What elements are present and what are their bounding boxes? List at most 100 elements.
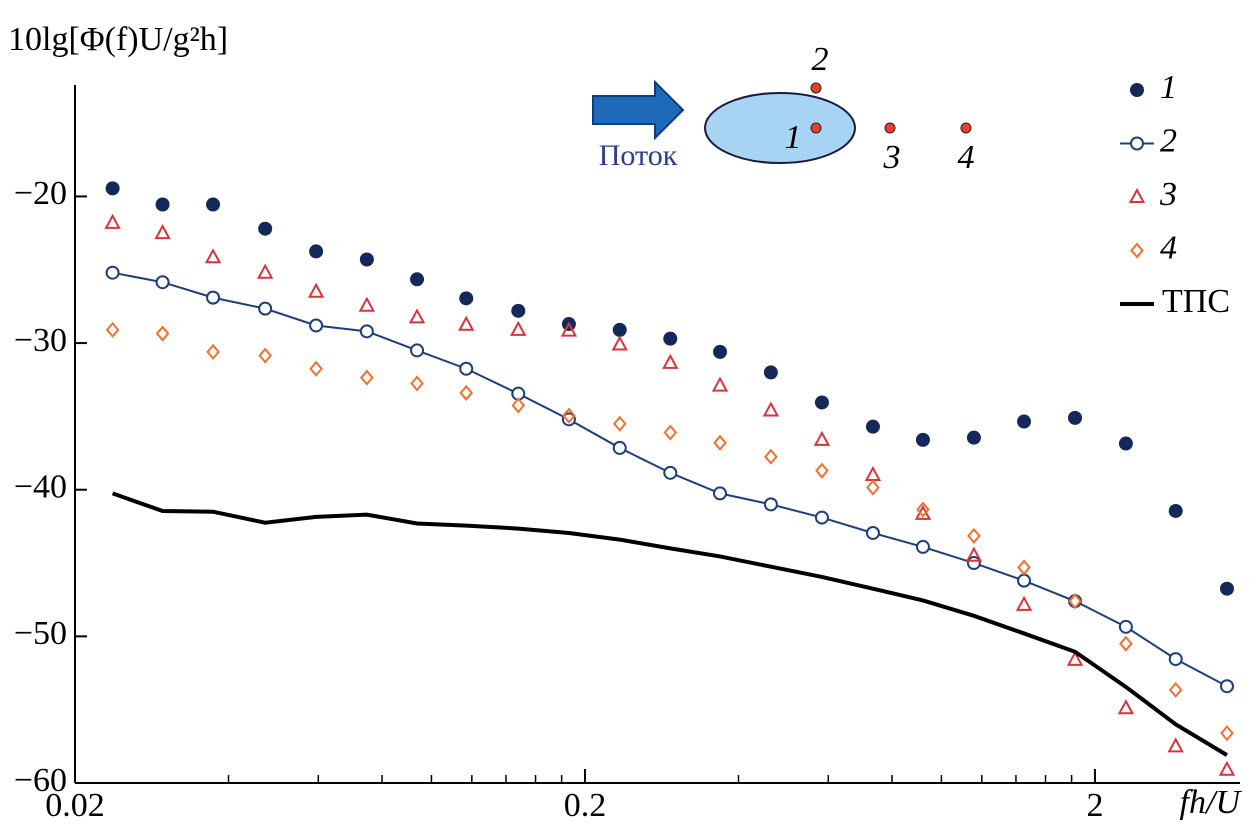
- point: [713, 434, 727, 451]
- point: [1167, 737, 1184, 753]
- point: [459, 291, 474, 306]
- point: [408, 308, 426, 324]
- point: [916, 501, 930, 518]
- x-tick-label: 0.02: [45, 787, 105, 824]
- point: [309, 318, 324, 333]
- point: [258, 301, 273, 316]
- point: [155, 197, 170, 212]
- point: [155, 325, 170, 342]
- point: [204, 248, 222, 264]
- point: [763, 365, 778, 380]
- point: [1219, 679, 1234, 694]
- point: [611, 335, 628, 351]
- point: [359, 324, 374, 339]
- point: [1118, 436, 1133, 451]
- point: [1220, 725, 1234, 742]
- x-tick-label: 2: [1086, 787, 1103, 824]
- y-tick-label: −50: [14, 615, 67, 652]
- point: [813, 430, 831, 446]
- point: [1168, 503, 1183, 518]
- point: [1117, 699, 1135, 715]
- point: [307, 282, 325, 298]
- point: [1168, 652, 1183, 667]
- point: [1119, 635, 1133, 652]
- y-tick-label: −60: [14, 762, 67, 799]
- point: [105, 265, 120, 280]
- point: [663, 424, 678, 441]
- point: [206, 197, 221, 212]
- point: [105, 181, 120, 196]
- point: [1017, 559, 1031, 576]
- inset: Поток 1 2 3 4: [592, 41, 975, 176]
- point: [309, 244, 324, 259]
- legend-label: 1: [1160, 69, 1177, 106]
- point: [410, 343, 425, 358]
- probe-label: 2: [812, 41, 829, 78]
- point: [561, 412, 576, 427]
- point: [1219, 581, 1234, 596]
- point: [1218, 760, 1236, 776]
- point: [965, 546, 983, 562]
- point: [154, 224, 171, 240]
- point: [1017, 414, 1032, 429]
- probe: [810, 82, 822, 94]
- point: [258, 347, 272, 364]
- point: [510, 320, 527, 336]
- point: [612, 415, 627, 432]
- point: [967, 527, 981, 544]
- point: [155, 275, 170, 290]
- x-tick-label: 0.2: [564, 787, 607, 824]
- point: [662, 353, 679, 369]
- y-tick-label: −40: [14, 469, 67, 506]
- probe-label: 3: [883, 139, 901, 176]
- body-ellipse: [704, 92, 856, 164]
- probe: [960, 122, 972, 134]
- point: [814, 510, 829, 525]
- point: [713, 344, 728, 359]
- point: [309, 360, 323, 377]
- point: [663, 331, 678, 346]
- point: [815, 462, 829, 479]
- point: [459, 361, 474, 376]
- point: [1068, 593, 1082, 610]
- y-tick-label: −20: [14, 175, 67, 212]
- series-line: [111, 491, 1228, 757]
- point: [612, 440, 627, 455]
- point: [764, 448, 778, 465]
- point: [1017, 573, 1032, 588]
- point: [1068, 410, 1083, 425]
- legend-marker: [1130, 83, 1144, 97]
- point: [663, 465, 678, 480]
- point: [866, 479, 880, 496]
- point: [511, 397, 526, 414]
- point: [711, 376, 729, 392]
- probe-label: 4: [958, 139, 975, 176]
- point: [763, 497, 778, 512]
- point: [206, 343, 220, 360]
- point: [1118, 619, 1133, 634]
- point: [358, 296, 376, 312]
- point: [865, 525, 880, 540]
- point: [762, 401, 780, 417]
- flow-label: Поток: [599, 139, 678, 172]
- point: [458, 315, 475, 331]
- point: [915, 432, 930, 447]
- legend-label: 3: [1159, 176, 1177, 213]
- point: [359, 252, 374, 267]
- point: [410, 272, 425, 287]
- point: [1015, 595, 1033, 611]
- point: [713, 486, 728, 501]
- probe: [884, 122, 896, 134]
- point: [966, 556, 981, 571]
- point: [560, 321, 578, 337]
- point: [360, 369, 374, 386]
- point: [612, 322, 627, 337]
- point: [562, 407, 576, 424]
- point: [105, 321, 120, 338]
- point: [966, 430, 981, 445]
- y-tick-label: −30: [14, 322, 67, 359]
- point: [864, 465, 882, 482]
- legend-label: ТПС: [1162, 283, 1230, 320]
- point: [459, 384, 474, 401]
